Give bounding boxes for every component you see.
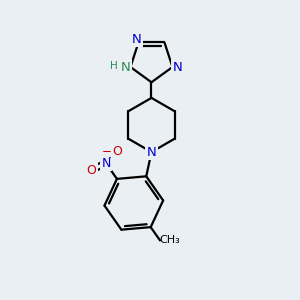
Text: N: N — [173, 61, 183, 74]
Text: N: N — [132, 33, 142, 46]
Text: +: + — [107, 153, 115, 162]
Text: H: H — [110, 61, 118, 71]
Text: N: N — [101, 157, 111, 170]
Text: O: O — [86, 164, 96, 176]
Text: CH₃: CH₃ — [159, 236, 180, 245]
Text: O: O — [112, 145, 122, 158]
Text: N: N — [120, 61, 130, 74]
Text: N: N — [147, 146, 156, 159]
Text: −: − — [101, 145, 111, 158]
